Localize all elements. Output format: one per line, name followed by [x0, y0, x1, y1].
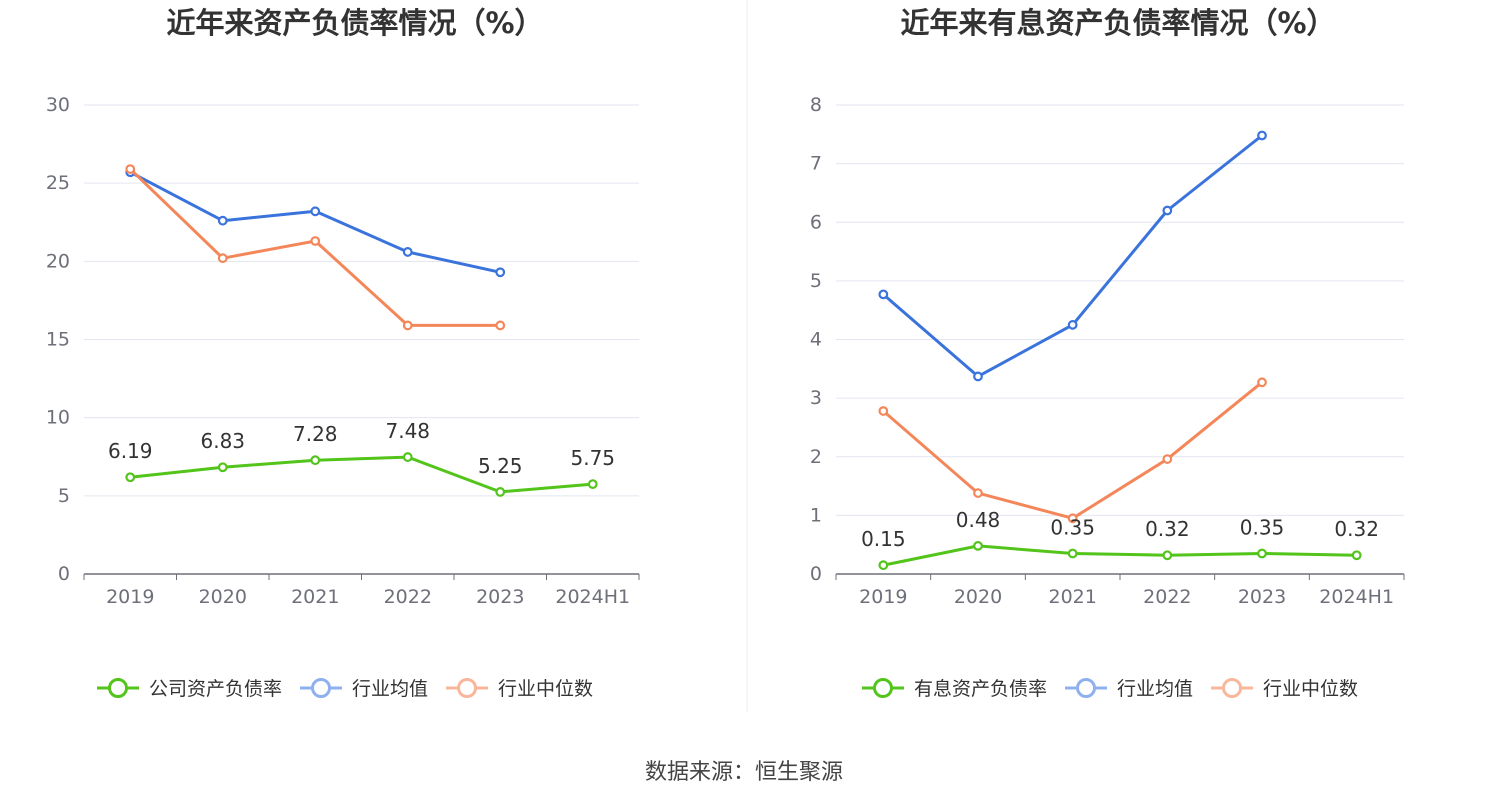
y-tick-label: 4: [810, 329, 822, 351]
legend-label: 公司资产负债率: [149, 678, 282, 700]
series-line: [881, 544, 1359, 567]
y-tick-label: 20: [46, 250, 70, 272]
data-source: 数据来源：恒生聚源: [645, 760, 843, 785]
data-point: [878, 289, 889, 300]
y-tick-label: 7: [810, 153, 822, 175]
data-label: 5.75: [570, 446, 615, 470]
data-point: [310, 455, 321, 466]
data-point: [878, 560, 889, 571]
legend-marker: [1222, 678, 1243, 698]
y-tick-label: 5: [810, 270, 822, 292]
debt-ratio-chart: 近年来资产负债率情况（%） 0 5 10 15 20 25 30 2019 2020 2021 202…: [46, 6, 640, 700]
chart-title: 近年来资产负债率情况（%）: [166, 6, 543, 40]
data-point: [217, 462, 228, 473]
data-label: 0.15: [861, 527, 906, 551]
y-tick-label: 0: [58, 563, 70, 585]
data-point: [1162, 454, 1173, 464]
data-point: [973, 488, 983, 498]
x-tick-label: 2024H1: [1319, 586, 1394, 608]
series-line: [881, 380, 1264, 520]
data-label: 6.83: [200, 429, 245, 453]
x-tick-label: 2023: [1238, 586, 1286, 608]
data-point: [402, 320, 413, 331]
data-point: [495, 487, 506, 497]
y-tick-label: 15: [46, 329, 70, 351]
data-label: 0.32: [1145, 517, 1190, 541]
x-tick-label: 2024H1: [555, 586, 630, 608]
data-label: 6.19: [108, 439, 153, 463]
legend-label: 行业中位数: [498, 678, 593, 700]
y-tick-label: 2: [810, 446, 822, 468]
data-point: [878, 406, 889, 416]
data-point: [1067, 513, 1078, 524]
data-label: 7.48: [385, 419, 430, 443]
x-tick-label: 2020: [954, 586, 1002, 608]
y-tick-label: 0: [810, 563, 822, 585]
data-point: [1257, 377, 1267, 388]
data-point: [217, 253, 228, 264]
data-point: [1162, 205, 1173, 216]
x-tick-label: 2019: [106, 586, 154, 608]
data-point: [495, 267, 506, 278]
data-label: 0.32: [1334, 517, 1379, 541]
data-point: [310, 236, 321, 246]
legend-marker: [873, 678, 893, 698]
y-tick-label: 25: [46, 172, 70, 194]
x-tick-label: 2020: [199, 586, 247, 608]
series-line: [128, 455, 595, 494]
data-point: [1351, 550, 1362, 561]
y-tick-label: 10: [46, 407, 70, 429]
data-label: 0.35: [1240, 515, 1285, 539]
data-point: [1067, 548, 1078, 559]
data-point: [125, 164, 136, 174]
y-tick-label: 5: [58, 485, 70, 507]
legend-label: 行业均值: [352, 678, 428, 700]
y-tick-label: 6: [810, 211, 822, 233]
x-tick-label: 2022: [1143, 586, 1191, 608]
data-point: [1257, 130, 1267, 141]
data-label: 0.48: [956, 508, 1001, 532]
data-point: [402, 452, 413, 462]
data-point: [495, 320, 506, 331]
data-point: [217, 215, 228, 226]
legend-marker: [311, 678, 332, 698]
x-tick-label: 2021: [291, 586, 339, 608]
data-label: 7.28: [293, 422, 338, 446]
data-label: 5.25: [478, 454, 523, 478]
legend-label: 行业均值: [1117, 678, 1193, 700]
y-tick-label: 8: [810, 94, 822, 116]
legend-label: 有息资产负债率: [914, 678, 1047, 700]
data-point: [587, 479, 598, 490]
data-point: [1162, 550, 1173, 561]
x-tick-label: 2021: [1048, 586, 1096, 608]
legend-marker: [1076, 678, 1097, 698]
chart-title: 近年来有息资产负债率情况（%）: [900, 6, 1335, 40]
y-tick-label: 1: [810, 504, 822, 526]
data-point: [973, 371, 983, 382]
legend-label: 行业中位数: [1263, 678, 1358, 700]
x-tick-label: 2019: [859, 586, 907, 608]
data-label: 0.35: [1050, 515, 1095, 539]
legend-marker: [457, 678, 478, 698]
x-tick-label: 2022: [384, 586, 432, 608]
data-point: [402, 247, 413, 257]
y-tick-label: 3: [810, 387, 822, 409]
y-tick-label: 30: [46, 94, 70, 116]
interest-bearing-debt-ratio-chart: 近年来有息资产负债率情况（%） 0 1 2 3 4 5 6 7 8 2019 2020 2021 2022…: [810, 6, 1405, 700]
data-point: [125, 472, 136, 483]
series-line: [881, 134, 1264, 378]
legend-marker: [108, 678, 128, 698]
data-point: [1067, 319, 1078, 330]
data-point: [973, 540, 983, 551]
data-point: [1257, 548, 1267, 559]
x-tick-label: 2023: [476, 586, 524, 608]
series-line: [128, 167, 502, 327]
data-point: [310, 206, 321, 217]
